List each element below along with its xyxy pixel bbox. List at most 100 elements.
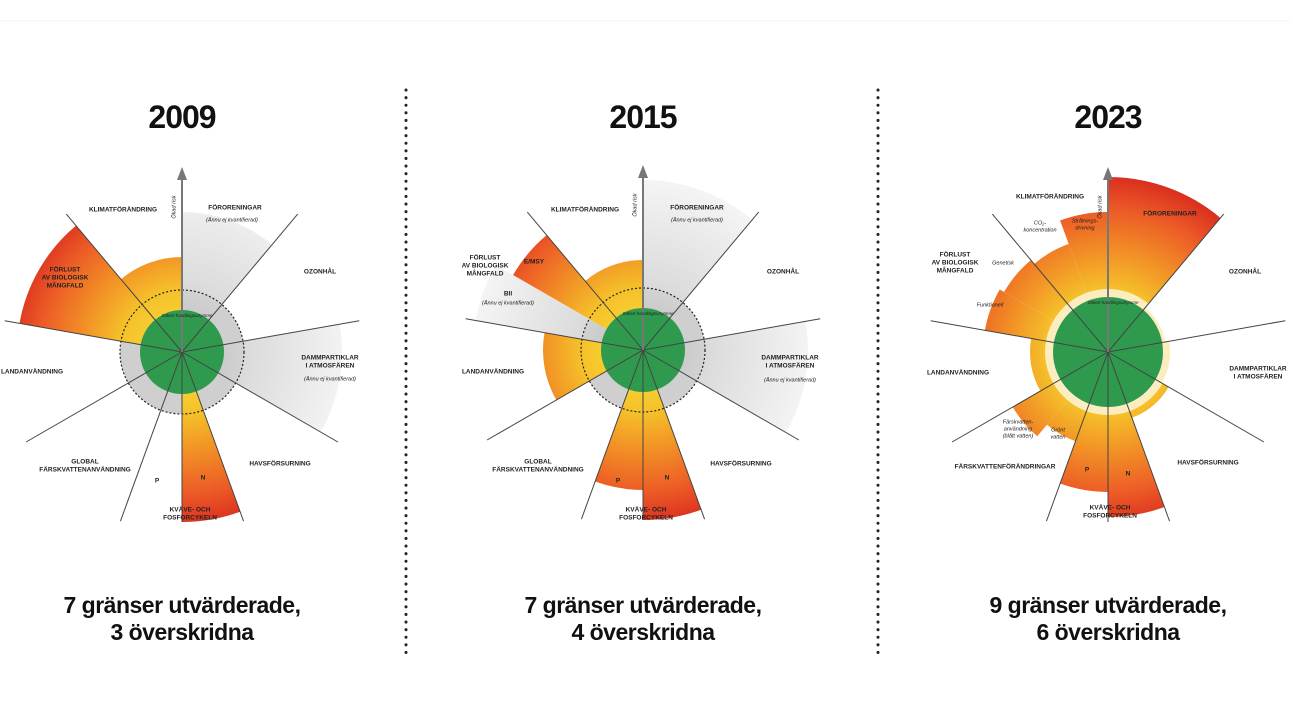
caption-line: 6 överskridna	[1036, 619, 1180, 645]
boundary-label: användning	[1004, 426, 1033, 432]
caption-line: 7 gränser utvärderade,	[524, 592, 761, 618]
boundary-wedge	[19, 225, 183, 352]
boundary-label: HAVSFÖRSURNING	[1177, 458, 1238, 467]
boundary-label: N	[201, 475, 206, 482]
caption-line: 7 gränser utvärderade,	[63, 592, 300, 618]
axis-label: Ökad risk	[631, 193, 638, 216]
axis-label: Ökad risk	[1096, 195, 1103, 218]
spoke	[991, 213, 1109, 353]
boundary-label: FÖRORENINGAR	[208, 203, 262, 212]
boundary-label: MÅNGFALD	[937, 266, 974, 275]
boundary-label: N	[1126, 471, 1131, 478]
boundary-label: KVÄVE- OCH	[170, 506, 211, 514]
spoke	[642, 211, 760, 351]
boundary-label: (blått vatten)	[1003, 432, 1034, 439]
spoke	[25, 351, 183, 443]
boundary-label: FÖRLUST	[50, 265, 81, 274]
boundary-label: OZONHÅL	[1229, 267, 1261, 276]
spoke	[119, 351, 183, 522]
boundary-label: (Ännu ej kvantifierad)	[304, 375, 356, 382]
spoke	[951, 351, 1109, 443]
boundary-label: AV BIOLOGISK	[932, 260, 979, 267]
spoke	[1107, 213, 1225, 353]
boundary-label: Funktionell	[977, 302, 1004, 308]
safe-label: Säkert handlingsutrymme	[161, 313, 213, 318]
boundary-label: LANDANVÄNDNING	[927, 369, 989, 377]
boundary-label: N	[665, 475, 670, 482]
boundary-label: (Ännu ej kvantifierad)	[671, 216, 723, 223]
spoke	[1107, 320, 1286, 353]
boundary-label: DAMMPARTIKLAR	[1229, 366, 1287, 373]
spoke	[526, 211, 644, 351]
boundary-label: P	[1085, 467, 1090, 474]
caption-line: 3 överskridna	[110, 619, 254, 645]
boundary-wedge	[643, 180, 753, 350]
caption-line: 4 överskridna	[571, 619, 715, 645]
caption-line: 9 gränser utvärderade,	[989, 592, 1226, 618]
boundary-label: (Ännu ej kvantifierad)	[206, 216, 258, 223]
boundary-label: Grönt	[1051, 427, 1065, 433]
boundary-wedge	[182, 352, 241, 522]
boundary-label: I ATMOSFÄREN	[306, 362, 355, 370]
boundary-label: OZONHÅL	[304, 267, 336, 276]
boundary-label: AV BIOLOGISK	[462, 263, 509, 270]
spoke	[642, 349, 706, 520]
boundary-label: KLIMATFÖRÄNDRING	[551, 205, 619, 214]
panel: Ökad risk Säkert handlingsutrymme KLIMATFÖ…	[1, 99, 360, 645]
boundary-label: OZONHÅL	[767, 267, 799, 276]
boundary-label: koncentration	[1023, 227, 1056, 233]
boundary-label: P	[155, 478, 160, 485]
panel: Ökad risk Säkert handlingsutrymme KLIMATFÖ…	[462, 99, 821, 645]
boundary-label: AV BIOLOGISK	[42, 275, 89, 282]
boundary-label: (Ännu ej kvantifierad)	[482, 299, 534, 306]
spoke	[1107, 351, 1171, 522]
axis-arrow	[177, 167, 187, 180]
spoke	[181, 351, 245, 522]
boundary-label: FOSFORCYKELN	[1083, 513, 1137, 520]
spoke	[181, 213, 299, 353]
spoke	[181, 351, 339, 443]
panel: Ökad risk Säkert handlingsutrymme KLIMATFÖ…	[927, 99, 1287, 645]
spoke	[930, 320, 1109, 353]
spoke	[642, 349, 800, 441]
boundary-label: FÖRLUST	[470, 253, 501, 262]
spoke	[1045, 351, 1109, 522]
boundary-label: FOSFORCYKELN	[163, 515, 217, 522]
spoke	[4, 320, 183, 353]
axis-label: Ökad risk	[170, 195, 177, 218]
boundary-label: Strålnings-	[1072, 217, 1098, 224]
boundary-label: LANDANVÄNDNING	[1, 368, 63, 376]
boundary-label: I ATMOSFÄREN	[1234, 373, 1283, 381]
boundary-wedge	[643, 350, 702, 520]
year-title: 2009	[148, 99, 215, 135]
boundary-label: FÖRLUST	[940, 250, 971, 259]
spoke	[65, 213, 183, 353]
boundary-label: GLOBAL	[71, 459, 98, 466]
boundary-label: KVÄVE- OCH	[1090, 504, 1131, 512]
boundary-label: Färskvatten-	[1003, 419, 1034, 425]
boundary-label: HAVSFÖRSURNING	[249, 459, 310, 468]
boundary-label: (Ännu ej kvantifierad)	[764, 376, 816, 383]
boundary-label: BII	[504, 291, 513, 298]
boundary-label: E/MSY	[524, 259, 545, 266]
safe-label: Säkert handlingsutrymme	[1087, 300, 1139, 305]
spoke	[642, 318, 821, 351]
axis-arrow	[638, 165, 648, 178]
boundary-label: MÅNGFALD	[467, 269, 504, 278]
spoke	[1107, 351, 1265, 443]
axis-arrow	[1103, 167, 1113, 180]
boundary-label: LANDANVÄNDNING	[462, 368, 524, 376]
boundary-label: FÄRSKVATTENANVÄNDNING	[492, 466, 583, 474]
boundary-label: P	[616, 478, 621, 485]
year-title: 2015	[609, 99, 676, 135]
year-title: 2023	[1074, 99, 1141, 135]
boundary-label: KLIMATFÖRÄNDRING	[89, 205, 157, 214]
boundary-label: CO₂-	[1034, 220, 1046, 226]
boundary-label: I ATMOSFÄREN	[766, 362, 815, 370]
spoke	[465, 318, 644, 351]
boundary-wedge	[513, 235, 643, 350]
boundary-label: FÖRORENINGAR	[1143, 209, 1197, 218]
boundary-label: drivning	[1075, 225, 1095, 231]
boundary-wedge	[475, 265, 643, 350]
